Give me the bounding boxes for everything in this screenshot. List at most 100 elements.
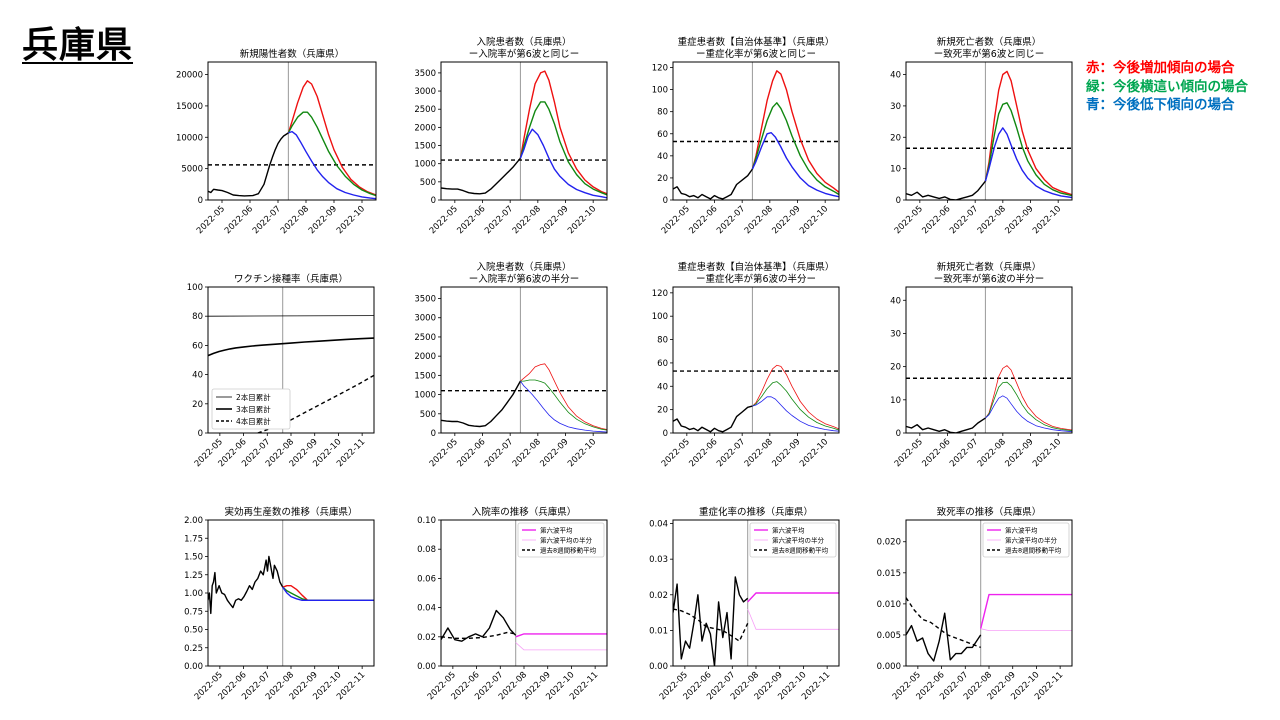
chart-title: 重症患者数【自治体基準】（兵庫県） (678, 36, 835, 48)
chart-title: 重症患者数【自治体基準】（兵庫県） (678, 261, 835, 273)
x-tick-label: 2022-05 (428, 204, 460, 236)
x-tick-label: 2022-06 (920, 437, 952, 469)
y-tick-label: 3000 (414, 87, 436, 97)
y-tick-label: 100 (187, 283, 203, 293)
y-tick-label: 0.25 (184, 644, 203, 654)
series-line-scenario (751, 131, 839, 198)
plot-frame (905, 61, 1073, 201)
legend-label: 第六波平均 (772, 526, 805, 535)
y-tick-label: 100 (652, 312, 668, 322)
chart-title: 新規死亡者数（兵庫県） (937, 36, 1042, 48)
legend-box (517, 522, 605, 558)
slide-title: 兵庫県 (22, 25, 134, 66)
y-tick-label: 0.75 (184, 607, 203, 617)
x-tick-label: 2022-10 (798, 204, 830, 236)
series-line-第六波平均 (747, 592, 839, 603)
y-tick-label: 0 (663, 196, 668, 206)
x-tick-label: 2022-09 (538, 437, 570, 469)
x-tick-label: 2022-05 (893, 437, 925, 469)
y-tick-label: 0.015 (877, 569, 901, 579)
plot-area (906, 62, 1072, 200)
plot-frame (207, 61, 377, 201)
y-tick-label: 40 (657, 152, 668, 162)
series-line-scenario (520, 363, 607, 430)
series-line-scenario (984, 102, 1072, 197)
x-tick-label: 2022-07 (483, 437, 515, 469)
series-line-scenario (282, 586, 374, 601)
series-line-actual (441, 157, 521, 195)
y-tick-label: 30 (890, 102, 901, 112)
x-tick-label: 2022-06 (455, 204, 487, 236)
series-line-3本目累計 (208, 337, 374, 357)
x-tick-label: 2022-08 (511, 204, 543, 236)
plot-frame (440, 286, 608, 434)
legend-label: 第六波平均の半分 (1005, 536, 1058, 545)
series-line-scenario (985, 365, 1072, 431)
plot-area (441, 62, 607, 200)
y-tick-label: 2500 (414, 105, 436, 115)
y-tick-label: 0.04 (417, 604, 436, 614)
chart-title: ー致死率が第6波の半分ー (934, 273, 1045, 285)
y-tick-label: 20 (890, 363, 901, 373)
y-tick-label: 1.25 (184, 571, 203, 581)
y-tick-label: 40 (657, 382, 668, 392)
legend-box (982, 522, 1070, 558)
legend-label: 過去8週間移動平均 (540, 546, 597, 555)
chart-title: 新規陽性者数（兵庫県） (240, 48, 345, 60)
series-line-actual (441, 609, 517, 642)
y-tick-label: 0 (663, 429, 668, 439)
x-tick-label: 2022-05 (893, 204, 925, 236)
plot-frame (672, 61, 840, 201)
chart-cases: 新規陽性者数（兵庫県）050001000015000200002022-0520… (176, 48, 377, 236)
x-tick-label: 2022-09 (1003, 437, 1035, 469)
x-tick-label: 2022-09 (770, 204, 802, 236)
x-tick-label: 2022-05 (660, 437, 692, 469)
y-tick-label: 100 (652, 86, 668, 96)
series-line-第六波平均 (980, 593, 1072, 629)
x-tick-label: 2022-08 (743, 204, 775, 236)
series-line-scenario (984, 127, 1072, 199)
y-tick-label: 1.75 (184, 534, 203, 544)
series-line-scenario (287, 111, 376, 197)
plot-area (441, 287, 607, 433)
y-tick-label: 30 (890, 329, 901, 339)
y-tick-label: 0.06 (417, 574, 436, 584)
chart-hosp_half: 入院患者数（兵庫県）ー入院率が第6波の半分ー 0 500 1000 1500 2000 25… (414, 261, 608, 469)
x-tick-label: 2022-07 (715, 204, 747, 236)
x-tick-label: 2022-06 (223, 204, 255, 236)
series-line-actual (906, 180, 986, 200)
legend-label: 第六波平均 (1005, 526, 1038, 535)
legend-box (211, 388, 291, 430)
legend-label: 4本目累計 (236, 416, 271, 426)
y-tick-label: 120 (652, 289, 668, 299)
series-line-scenario (287, 80, 376, 196)
y-tick-label: 2500 (414, 333, 436, 343)
y-tick-label: 120 (652, 64, 668, 74)
chart-title: ー致死率が第6波と同じー (934, 48, 1045, 60)
series-line-scenario (520, 380, 607, 433)
y-tick-label: 0.04 (649, 520, 668, 530)
x-tick-label: 2022-07 (715, 437, 747, 469)
y-tick-label: 80 (192, 312, 203, 322)
series-line-scenario (985, 395, 1072, 433)
plot-frame (440, 61, 608, 201)
y-tick-label: 0.00 (417, 662, 436, 672)
legend-label: 過去8週間移動平均 (1005, 546, 1062, 555)
x-tick-label: 2022-06 (455, 437, 487, 469)
series-line-moving_average (906, 597, 981, 649)
y-tick-label: 0.02 (417, 633, 436, 643)
plot-frame (905, 286, 1073, 434)
y-tick-label: 0.000 (877, 662, 901, 672)
x-tick-label: 2022-07 (948, 437, 980, 469)
x-tick-label: 2022-06 (687, 437, 719, 469)
y-tick-label: 1500 (414, 142, 436, 152)
x-tick-label: 2022-08 (976, 437, 1008, 469)
series-line-scenario (752, 364, 839, 430)
y-tick-label: 1000 (414, 160, 436, 170)
x-tick-label: 2022-09 (307, 204, 339, 236)
y-tick-label: 0.50 (184, 626, 203, 636)
legend-label: 3本目累計 (236, 404, 271, 414)
plot-area (208, 520, 374, 666)
series-line-第六波平均の半分 (980, 628, 1072, 631)
